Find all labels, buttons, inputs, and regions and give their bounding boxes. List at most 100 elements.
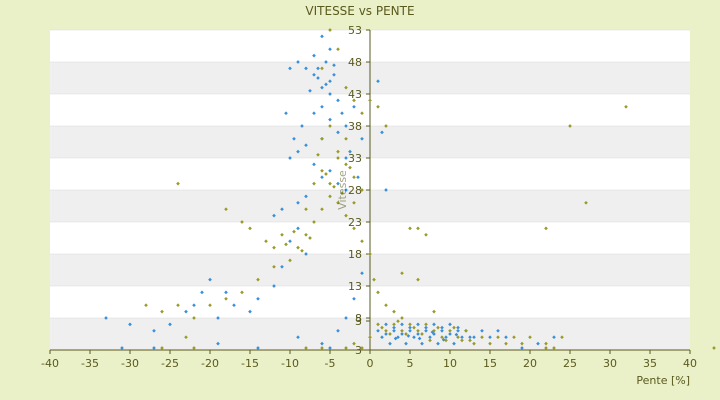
data-point-olive (544, 226, 548, 231)
x-tick-label: -30 (121, 357, 139, 370)
data-point-olive (440, 335, 444, 340)
data-point-olive (296, 245, 300, 250)
data-point-olive (336, 200, 340, 205)
data-point-olive (504, 341, 508, 346)
data-point-olive (464, 328, 468, 333)
data-point-olive (348, 165, 352, 170)
data-point-blue (436, 341, 440, 346)
data-point-olive (304, 232, 308, 237)
data-point-olive (336, 156, 340, 160)
data-point-olive (336, 149, 340, 154)
x-tick-label: -15 (241, 357, 259, 370)
data-point-olive (412, 325, 416, 330)
data-point-blue (216, 316, 220, 320)
data-point-blue (296, 226, 300, 231)
data-point-olive (404, 332, 408, 336)
data-point-olive (376, 104, 380, 109)
data-point-blue (432, 322, 436, 327)
data-point-blue (348, 149, 352, 154)
data-point-olive (432, 328, 436, 333)
data-point-olive (376, 322, 380, 327)
data-point-olive (368, 335, 372, 340)
data-point-olive (192, 346, 196, 350)
y-tick-label: 18 (348, 248, 362, 261)
data-point-olive (416, 226, 420, 231)
data-point-olive (420, 332, 424, 336)
data-point-blue (304, 252, 308, 256)
data-point-blue (404, 341, 408, 346)
data-point-olive (352, 200, 356, 205)
x-tick-label: 40 (683, 357, 697, 370)
y-tick-label: 38 (348, 120, 362, 133)
data-point-blue (520, 346, 524, 350)
y-tick-label: 8 (355, 312, 362, 325)
data-point-olive (384, 303, 388, 308)
data-point-blue (280, 264, 284, 269)
data-point-olive (248, 226, 252, 231)
data-point-blue (344, 124, 348, 128)
data-point-blue (344, 188, 348, 192)
data-point-blue (536, 341, 540, 346)
data-point-olive (308, 236, 312, 240)
data-point-blue (456, 325, 460, 330)
data-point-olive (320, 136, 324, 141)
data-point-blue (488, 335, 492, 340)
data-point-olive (144, 303, 148, 308)
data-point-blue (504, 335, 508, 340)
data-point-blue (416, 322, 420, 327)
data-point-olive (400, 271, 404, 276)
data-point-olive (328, 181, 332, 186)
data-point-olive (392, 309, 396, 314)
data-point-olive (424, 322, 428, 327)
data-point-blue (448, 332, 452, 336)
data-point-olive (240, 290, 244, 295)
data-point-blue (128, 322, 132, 327)
data-point-blue (208, 277, 212, 282)
data-point-blue (392, 325, 396, 330)
data-point-blue (392, 328, 396, 333)
data-point-blue (400, 332, 404, 336)
data-point-olive (396, 319, 400, 324)
data-point-blue (280, 207, 284, 212)
data-point-olive (300, 248, 304, 253)
x-axis-title: Pente [%] (636, 374, 690, 387)
data-point-olive (368, 98, 372, 103)
data-point-blue (444, 335, 448, 340)
data-point-olive (224, 296, 228, 301)
data-point-blue (336, 181, 340, 186)
data-point-blue (360, 136, 364, 141)
data-point-blue (288, 66, 292, 71)
data-point-olive (384, 124, 388, 128)
data-point-olive (332, 184, 336, 189)
data-point-blue (360, 271, 364, 276)
data-point-olive (544, 346, 548, 350)
data-point-olive (380, 325, 384, 330)
data-point-blue (552, 335, 556, 340)
data-point-olive (240, 220, 244, 224)
data-point-blue (356, 175, 360, 180)
data-point-olive (468, 338, 472, 343)
data-point-olive (408, 226, 412, 231)
data-point-blue (384, 322, 388, 327)
data-point-blue (440, 325, 444, 330)
data-point-blue (200, 290, 204, 295)
data-point-olive (284, 242, 288, 247)
data-point-blue (468, 335, 472, 340)
data-point-blue (336, 130, 340, 135)
chart-title: VITESSE vs PENTE (305, 4, 414, 18)
data-point-olive (452, 325, 456, 330)
data-point-olive (436, 325, 440, 330)
x-tick-label: 15 (483, 357, 497, 370)
data-point-blue (296, 200, 300, 205)
data-point-blue (216, 341, 220, 346)
data-point-olive (344, 162, 348, 167)
x-tick-label: -40 (41, 357, 59, 370)
data-point-olive (400, 328, 404, 333)
y-tick-label: 53 (348, 24, 362, 37)
data-point-blue (316, 76, 320, 80)
data-point-olive (352, 98, 356, 103)
data-point-olive (328, 194, 332, 199)
data-point-blue (308, 88, 312, 93)
